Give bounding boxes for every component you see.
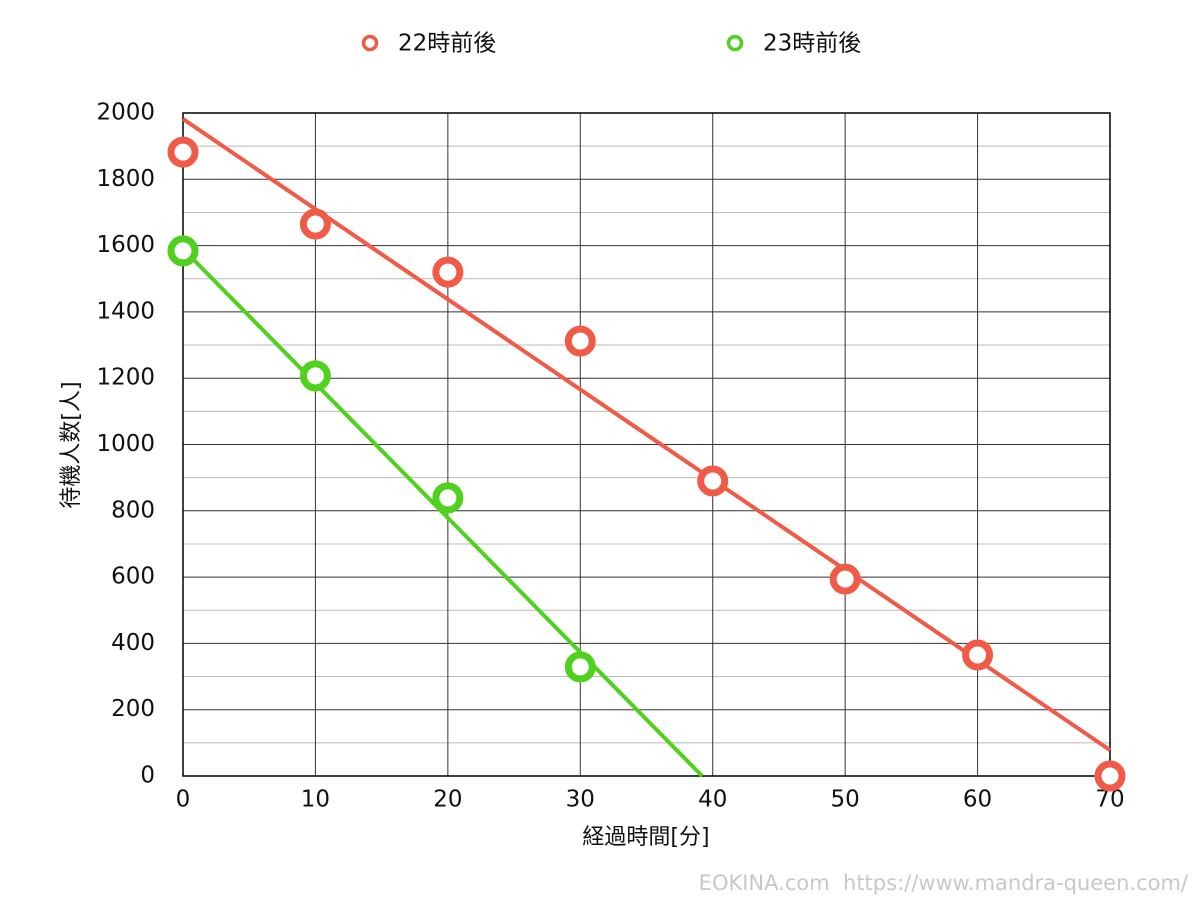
y-tick-label: 1800: [96, 166, 155, 192]
watermark: EOKINA.com https://www.mandra-queen.com/: [699, 871, 1189, 895]
point: [299, 208, 331, 240]
point: [167, 136, 199, 168]
legend-marker: [726, 34, 744, 52]
y-tick-label: 600: [111, 564, 155, 590]
point: [564, 651, 596, 683]
x-tick-label: 0: [176, 787, 191, 813]
point: [432, 256, 464, 288]
legend-marker: [361, 34, 379, 52]
x-tick-label: 60: [963, 787, 992, 813]
y-tick-label: 200: [111, 696, 155, 722]
x-tick-label: 40: [698, 787, 727, 813]
y-tick-label: 1200: [96, 365, 155, 391]
x-tick-label: 20: [433, 787, 462, 813]
legend-label: 22時前後: [398, 31, 496, 57]
trend-line: [181, 247, 704, 778]
y-tick-label: 1600: [96, 232, 155, 258]
x-axis-label: 経過時間[分]: [582, 825, 709, 850]
point: [432, 482, 464, 514]
point: [167, 235, 199, 267]
y-tick-label: 2000: [96, 100, 155, 126]
y-tick-label: 800: [111, 497, 155, 523]
point: [564, 325, 596, 357]
y-axis-label: 待機人数[人]: [59, 381, 84, 508]
point: [1094, 760, 1126, 792]
y-tick-label: 1000: [96, 431, 155, 457]
point: [697, 465, 729, 497]
x-tick-label: 10: [301, 787, 330, 813]
y-tick-label: 0: [140, 763, 155, 789]
y-tick-label: 400: [111, 630, 155, 656]
plot-frame: [182, 112, 1111, 777]
trend-line: [181, 117, 1112, 752]
legend-label: 23時前後: [763, 31, 861, 57]
x-tick-label: 30: [566, 787, 595, 813]
y-tick-label: 1400: [96, 298, 155, 324]
point: [962, 639, 994, 671]
point: [299, 360, 331, 392]
point: [829, 563, 861, 595]
x-tick-label: 50: [831, 787, 860, 813]
